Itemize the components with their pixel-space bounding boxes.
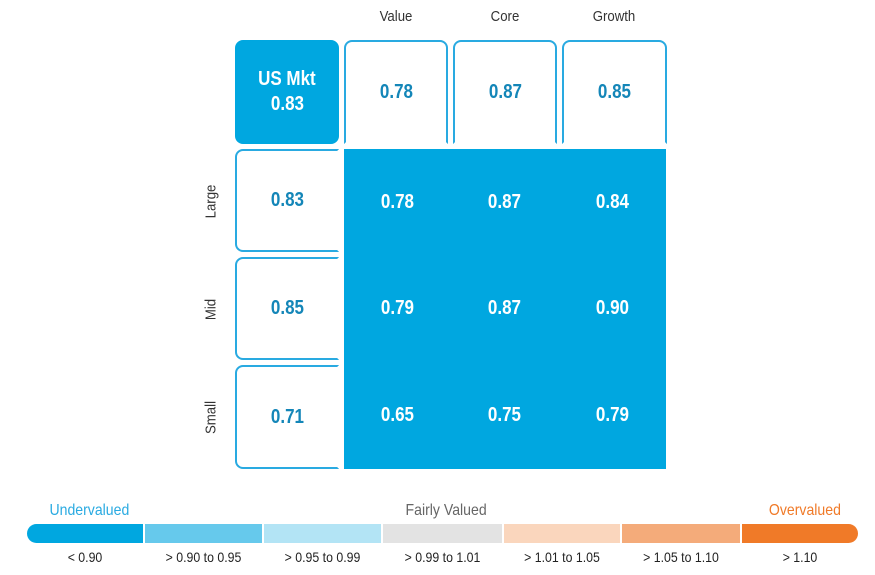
heatmap-cell-large-core: 0.87 [449, 149, 560, 255]
column-total-growth: 0.85 [562, 40, 667, 144]
cell-value: 0.78 [379, 80, 413, 103]
cell-value: 0.83 [270, 189, 304, 211]
legend-swatch-6 [742, 524, 858, 543]
legend-label-5: > 1.05 to 1.10 [643, 549, 719, 565]
legend-swatch-1 [145, 524, 262, 543]
heatmap-cell-large-value: 0.78 [344, 149, 451, 255]
row-total-small: 0.71 [235, 365, 339, 469]
row-header-label: Large [202, 184, 220, 218]
legend-label-1: > 0.90 to 0.95 [165, 549, 242, 565]
heatmap-cell-small-core: 0.75 [449, 361, 560, 469]
column-total-core: 0.87 [453, 40, 557, 144]
cell-value: 0.75 [487, 403, 522, 426]
cell-value: 0.85 [597, 80, 632, 103]
legend-fairly-valued: Fairly Valued [405, 502, 487, 519]
heatmap-cell-small-growth: 0.79 [558, 361, 666, 469]
heatmap-cell-mid-core: 0.87 [449, 253, 560, 363]
heatmap-cell-small-value: 0.65 [344, 361, 451, 469]
row-header-mid: Mid [196, 257, 226, 361]
us-market-label: US Mkt [258, 68, 316, 90]
legend-label-0: < 0.90 [67, 549, 103, 565]
row-total-mid: 0.85 [235, 257, 339, 360]
cell-value: 0.79 [595, 403, 629, 426]
cell-value: 0.87 [487, 190, 522, 213]
us-market-cell: US Mkt 0.83 [235, 40, 339, 144]
column-header-value: Value [379, 8, 413, 25]
row-header-label: Mid [202, 298, 220, 320]
legend-overvalued: Overvalued [768, 502, 841, 519]
row-header-large: Large [196, 149, 226, 253]
legend-label-3: > 0.99 to 1.01 [404, 549, 481, 565]
row-header-small: Small [196, 365, 226, 469]
column-header-growth: Growth [592, 8, 636, 25]
cell-value: 0.71 [270, 405, 304, 428]
heatmap-cell-mid-value: 0.79 [344, 253, 451, 363]
cell-value: 0.65 [380, 403, 415, 426]
legend-label-4: > 1.01 to 1.05 [524, 549, 600, 565]
cell-value: 0.85 [270, 297, 304, 319]
legend-swatch-3 [383, 524, 502, 543]
row-header-label: Small [202, 400, 220, 434]
heatmap-cell-large-growth: 0.84 [558, 149, 666, 255]
legend-swatch-5 [622, 524, 740, 543]
cell-value: 0.79 [380, 296, 415, 319]
cell-value: 0.90 [595, 296, 629, 319]
us-market-value: 0.83 [270, 93, 304, 115]
cell-value: 0.84 [595, 190, 629, 213]
legend-label-6: > 1.10 [782, 549, 818, 565]
row-total-large: 0.83 [235, 149, 339, 252]
legend-undervalued: Undervalued [49, 502, 130, 519]
legend-swatch-0 [27, 524, 143, 543]
cell-value: 0.87 [488, 80, 522, 103]
heatmap-cell-mid-growth: 0.90 [558, 253, 666, 363]
cell-value: 0.87 [487, 296, 522, 319]
legend-label-2: > 0.95 to 0.99 [284, 549, 361, 565]
legend-swatch-2 [264, 524, 381, 543]
legend-swatch-4 [504, 524, 620, 543]
column-total-value: 0.78 [344, 40, 448, 144]
column-header-core: Core [490, 8, 520, 25]
cell-value: 0.78 [380, 190, 415, 213]
